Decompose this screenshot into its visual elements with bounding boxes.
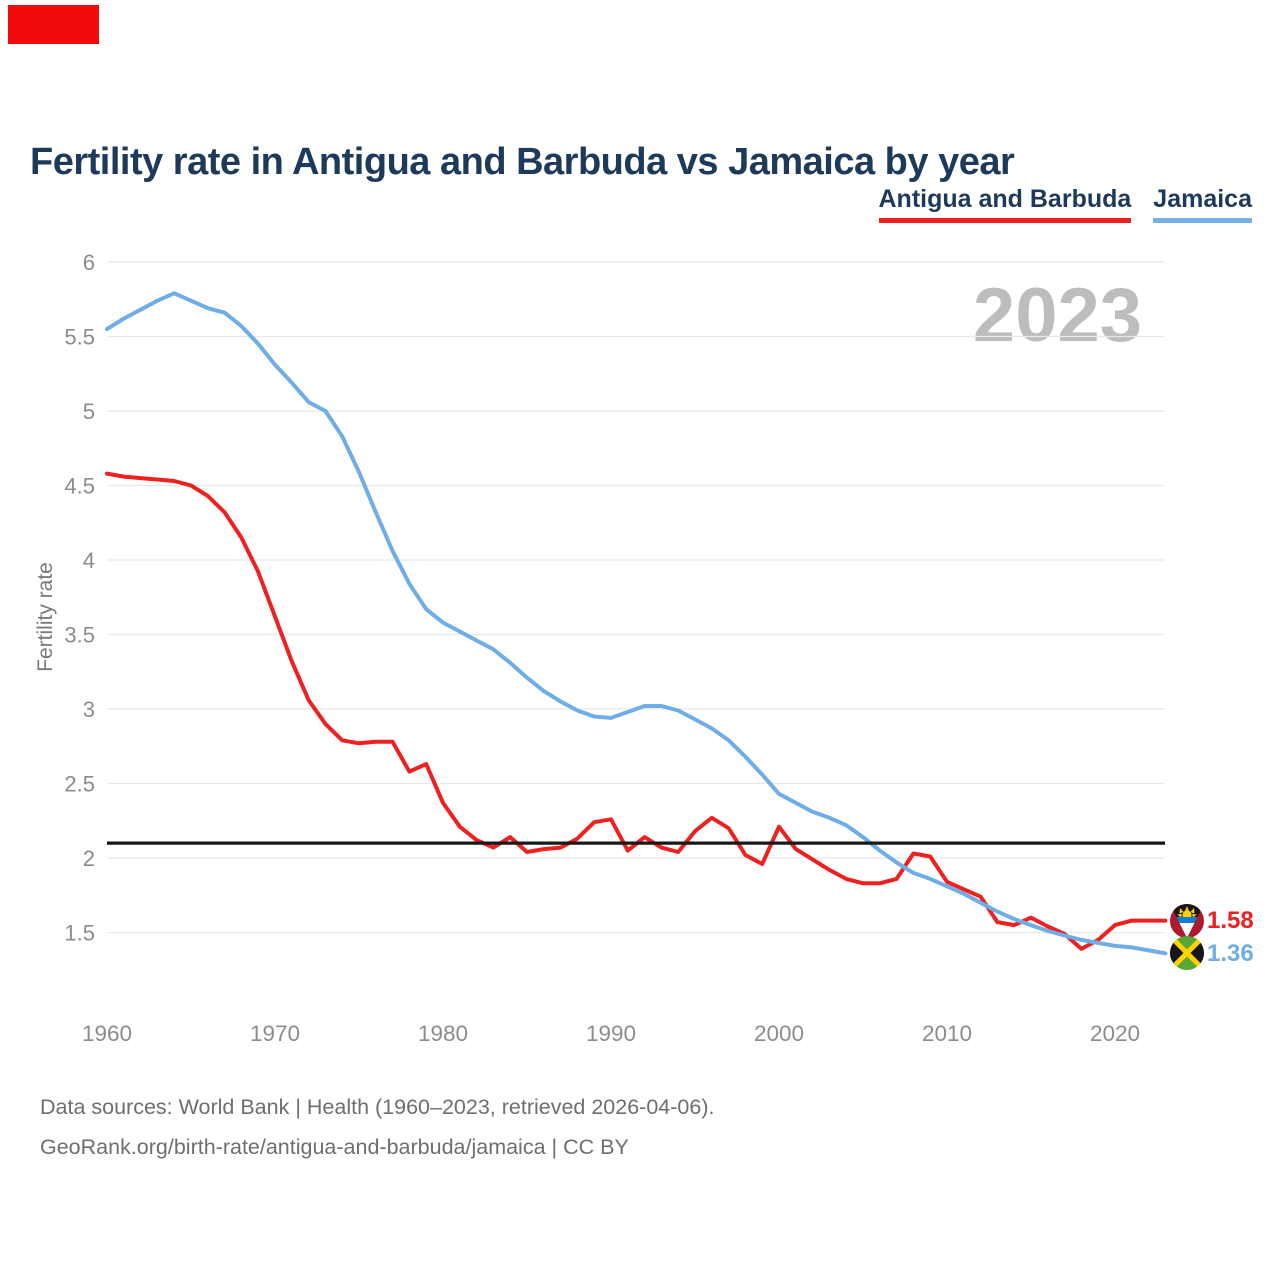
x-tick-label: 2000 [754,1021,804,1046]
top-left-red-block [8,5,99,44]
y-tick-label: 2.5 [64,772,95,797]
legend-item-antigua-and-barbuda[interactable]: Antigua and Barbuda [878,185,1132,223]
y-tick-label: 6 [83,250,95,275]
page-title: Fertility rate in Antigua and Barbuda vs… [30,141,1015,184]
line-antigua-and-barbuda [105,471,1168,951]
y-tick-label: 3.5 [64,623,95,648]
end-value-antigua-and-barbuda: 1.58 [1207,907,1254,934]
line-jamaica [105,291,1168,956]
y-tick-label: 3 [83,697,95,722]
x-tick-label: 1960 [82,1021,132,1046]
x-tick-label: 2010 [922,1021,972,1046]
y-tick-label: 4.5 [64,474,95,499]
x-tick-label: 1980 [418,1021,468,1046]
watermark-year: 2023 [972,273,1142,358]
y-tick-label: 2 [83,846,95,871]
x-tick-label: 1970 [250,1021,300,1046]
footer: Data sources: World Bank | Health (1960–… [40,1087,714,1167]
y-tick-label: 5 [83,399,95,424]
y-tick-label: 1.5 [64,921,95,946]
antigua-and-barbuda-flag-icon [1170,904,1204,938]
legend: Antigua and Barbuda Jamaica [878,185,1252,223]
data-sources-line: Data sources: World Bank | Health (1960–… [40,1095,715,1119]
end-value-jamaica: 1.36 [1207,940,1254,967]
legend-item-jamaica[interactable]: Jamaica [1153,185,1252,223]
x-tick-label: 2020 [1090,1021,1140,1046]
y-tick-label: 5.5 [64,325,95,350]
jamaica-flag-icon [1170,936,1204,970]
y-tick-label: 4 [83,548,95,573]
attribution-line: GeoRank.org/birth-rate/antigua-and-barbu… [40,1135,629,1159]
x-tick-label: 1990 [586,1021,636,1046]
